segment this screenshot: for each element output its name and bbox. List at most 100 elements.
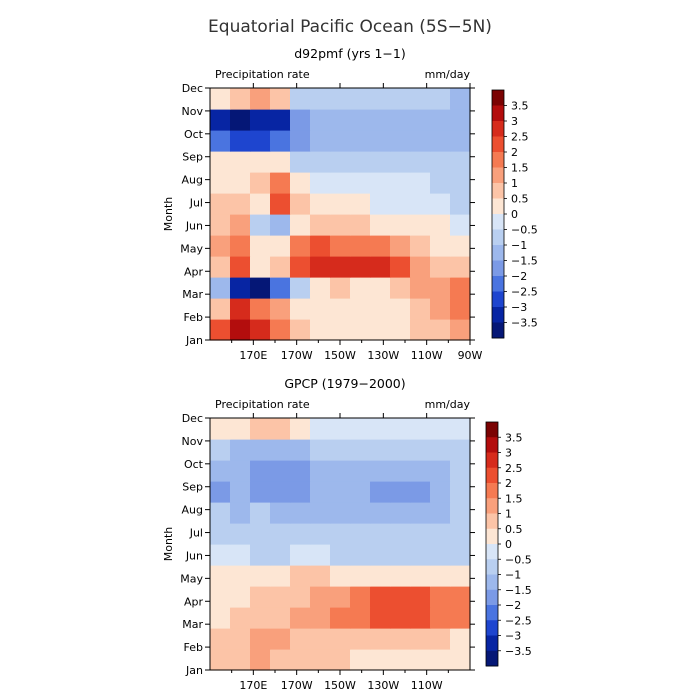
- panel-2-y-axis: Jan Feb Mar Apr May Jun Jul Aug Sep Oct Nov Dec: [180, 412, 475, 677]
- heatmap-cell: [210, 256, 231, 278]
- heatmap-cell: [410, 565, 431, 587]
- heatmap-cell: [230, 502, 251, 524]
- heatmap-cell: [270, 235, 291, 257]
- heatmap-cell: [390, 109, 411, 131]
- colorbar-label: −2: [505, 599, 521, 612]
- heatmap-cell: [230, 193, 251, 215]
- heatmap-cell: [350, 565, 371, 587]
- heatmap-cell: [390, 256, 411, 278]
- panel-1-title: d92pmf (yrs 1−1): [294, 46, 405, 61]
- heatmap-cell: [370, 565, 391, 587]
- heatmap-cell: [410, 628, 431, 650]
- heatmap-cell: [330, 481, 351, 503]
- heatmap-cell: [230, 109, 251, 131]
- heatmap-cell: [230, 319, 251, 341]
- colorbar-label: 2.5: [505, 462, 523, 475]
- heatmap-cell: [250, 544, 271, 566]
- heatmap-cell: [370, 439, 391, 461]
- heatmap-cell: [230, 130, 251, 152]
- heatmap-cell: [230, 235, 251, 257]
- heatmap-cell: [410, 502, 431, 524]
- heatmap-cell: [310, 439, 331, 461]
- heatmap-cell: [350, 109, 371, 131]
- colorbar-label: 0: [511, 208, 518, 221]
- heatmap-cell: [230, 418, 251, 440]
- heatmap-cell: [210, 130, 231, 152]
- heatmap-cell: [330, 277, 351, 299]
- panel-2: GPCP (1979−2000) Precipitation rate mm/d…: [162, 376, 532, 692]
- heatmap-cell: [390, 502, 411, 524]
- heatmap-cell: [410, 523, 431, 545]
- heatmap-cell: [430, 565, 451, 587]
- panel-2-field-label: Precipitation rate: [215, 398, 310, 411]
- heatmap-cell: [350, 319, 371, 341]
- heatmap-cell: [430, 319, 451, 341]
- y-tick-label: Jun: [185, 219, 203, 232]
- colorbar-label: −3: [511, 301, 527, 314]
- y-tick-label: Jan: [185, 664, 203, 677]
- heatmap-cell: [250, 319, 271, 341]
- heatmap-cell: [350, 88, 371, 110]
- heatmap-cell: [450, 256, 471, 278]
- heatmap-cell: [390, 544, 411, 566]
- heatmap-cell: [290, 214, 311, 236]
- heatmap-cell: [390, 607, 411, 629]
- heatmap-cell: [310, 523, 331, 545]
- heatmap-cell: [430, 502, 451, 524]
- heatmap-cell: [350, 298, 371, 320]
- heatmap-cell: [230, 586, 251, 608]
- colorbar-swatch: [486, 589, 498, 606]
- heatmap-cell: [430, 523, 451, 545]
- heatmap-cell: [270, 523, 291, 545]
- y-tick-label: Jun: [185, 549, 203, 562]
- heatmap-cell: [270, 460, 291, 482]
- x-tick-label: 150W: [324, 679, 356, 692]
- colorbar-label: −0.5: [511, 224, 538, 237]
- heatmap-cell: [390, 151, 411, 173]
- heatmap-cell: [410, 481, 431, 503]
- heatmap-cell: [210, 502, 231, 524]
- heatmap-cell: [410, 193, 431, 215]
- colorbar-label: −2: [511, 270, 527, 283]
- heatmap-cell: [430, 628, 451, 650]
- heatmap-cell: [430, 439, 451, 461]
- x-tick-label: 150W: [324, 349, 356, 362]
- colorbar-swatch: [492, 245, 504, 261]
- colorbar-swatch: [486, 559, 498, 575]
- heatmap-cell: [250, 586, 271, 608]
- y-tick-label: Mar: [182, 288, 203, 301]
- heatmap-cell: [370, 319, 391, 341]
- heatmap-cell: [210, 109, 231, 131]
- colorbar-swatch: [486, 528, 498, 545]
- heatmap-cell: [210, 481, 231, 503]
- heatmap-cell: [250, 502, 271, 524]
- panel-2-colorbar: 3.5 3 2.5 2 1.5 1 0.5 0 −0.5 −1 −1.5 −2 −2.5 −3 −3.5: [485, 421, 532, 667]
- heatmap-cell: [230, 256, 251, 278]
- colorbar-swatch: [486, 574, 498, 591]
- heatmap-cell: [290, 235, 311, 257]
- colorbar-label: 2: [505, 477, 512, 490]
- heatmap-cell: [290, 523, 311, 545]
- heatmap-cell: [350, 235, 371, 257]
- y-tick-label: May: [180, 242, 203, 255]
- heatmap-cell: [290, 649, 311, 671]
- heatmap-cell: [350, 460, 371, 482]
- heatmap-cell: [430, 586, 451, 608]
- heatmap-cell: [430, 172, 451, 194]
- heatmap-cell: [230, 277, 251, 299]
- x-tick-label: 110W: [411, 679, 443, 692]
- heatmap-cell: [350, 130, 371, 152]
- heatmap-cell: [410, 319, 431, 341]
- heatmap-cell: [270, 586, 291, 608]
- heatmap-cell: [390, 649, 411, 671]
- heatmap-cell: [250, 172, 271, 194]
- colorbar-swatch: [492, 322, 504, 339]
- panel-1-colorbar: 3.5 3 2.5 2 1.5 1 0.5 0 −0.5 −1 −1.5 −2 −2.5 −3 −3.5: [491, 89, 538, 339]
- heatmap-cell: [230, 439, 251, 461]
- heatmap-cell: [350, 214, 371, 236]
- heatmap-cell: [450, 418, 471, 440]
- heatmap-cell: [450, 460, 471, 482]
- heatmap-cell: [290, 277, 311, 299]
- heatmap-cell: [390, 439, 411, 461]
